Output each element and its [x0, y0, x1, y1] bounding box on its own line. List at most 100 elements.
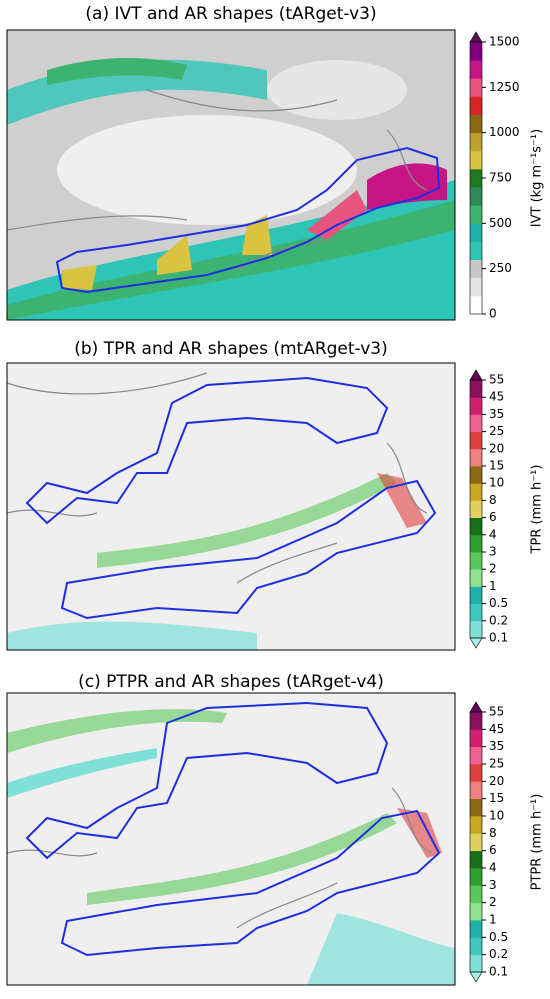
colorbar-segment — [470, 168, 482, 188]
colorbar-segment — [470, 937, 482, 956]
colorbar-segment — [470, 603, 482, 622]
colorbar-tick-label: 55 — [489, 373, 504, 387]
colorbar-segment — [470, 295, 482, 315]
colorbar-tick-label: 10 — [489, 809, 504, 823]
colorbar-extension — [469, 31, 483, 43]
colorbar-segment — [470, 414, 482, 432]
colorbar-segment — [470, 132, 482, 152]
colorbar-tick-label: 20 — [489, 774, 504, 788]
colorbar-segment — [470, 114, 482, 134]
colorbar-tick-label: 500 — [489, 216, 512, 230]
colorbar-tick-label: 0.5 — [489, 930, 508, 944]
colorbar-segment — [470, 42, 482, 61]
colorbar-tick-label: 0.2 — [489, 613, 508, 627]
colorbar-tick-label: 1500 — [489, 35, 520, 49]
colorbar-segment — [470, 868, 482, 886]
colorbar-segment — [470, 850, 482, 869]
colorbar-segment — [470, 500, 482, 518]
colorbar-tick-label: 0 — [489, 307, 497, 321]
colorbar-segment — [470, 431, 482, 450]
colorbar-tick-label: 0.1 — [489, 965, 508, 979]
colorbar-frame — [469, 379, 483, 639]
colorbar-tick-label: 6 — [489, 510, 497, 524]
colorbar-segment — [470, 78, 482, 97]
colorbar-segment — [470, 517, 482, 536]
colorbar-segment — [470, 781, 482, 800]
colorbar-tick-label: 25 — [489, 757, 504, 771]
colorbar-tick-label: 0.2 — [489, 947, 508, 961]
colorbar-tick-label: 4 — [489, 861, 497, 875]
colorbar-extension — [469, 971, 483, 983]
colorbar-segment — [470, 534, 482, 553]
colorbar-extension — [469, 701, 483, 713]
colorbar-segment — [470, 187, 482, 206]
colorbar-tick-label: 6 — [489, 843, 497, 857]
map-b — [6, 363, 455, 650]
colorbar-tick-label: 15 — [489, 459, 504, 473]
colorbar-segment — [470, 712, 482, 730]
colorbar-tick-label: 0.5 — [489, 596, 508, 610]
colorbar-tick-label: 750 — [489, 171, 512, 185]
colorbar-segment — [470, 60, 482, 79]
panel-title: (a) IVT and AR shapes (tARget-v3) — [85, 4, 376, 24]
colorbar-tick-label: 35 — [489, 407, 504, 421]
colorbar-segment — [470, 241, 482, 260]
colorbar-tick-label: 1000 — [489, 125, 520, 139]
colorbar-tick-label: 250 — [489, 261, 512, 275]
colorbar-label: TPR (mm h⁻¹) — [530, 465, 545, 555]
colorbar-segment — [470, 902, 482, 921]
colorbar-segment — [470, 466, 482, 484]
map-c — [6, 693, 455, 985]
colorbar-segment — [470, 397, 482, 415]
colorbar-extension — [469, 369, 483, 381]
colorbar-tick-label: 0.1 — [489, 631, 508, 645]
panel-title: (c) PTPR and AR shapes (tARget-v4) — [78, 672, 384, 692]
colorbar-segment — [470, 150, 482, 170]
colorbar-segment — [470, 816, 482, 834]
colorbar-segment — [470, 885, 482, 904]
colorbar-tick-label: 25 — [489, 424, 504, 438]
colorbar-segment — [470, 833, 482, 852]
colorbar-segment — [470, 552, 482, 570]
map-frame — [6, 29, 456, 321]
colorbar-tick-label: 3 — [489, 878, 497, 892]
colorbar-segment — [470, 764, 482, 782]
colorbar-segment — [470, 746, 482, 765]
colorbar-tick-label: 8 — [489, 826, 497, 840]
colorbar-tick-label: 1250 — [489, 80, 520, 94]
colorbar-tick-label: 3 — [489, 545, 497, 559]
colorbar-segment — [470, 729, 482, 748]
colorbar-tick-label: 45 — [489, 390, 504, 404]
colorbar-segment — [470, 954, 482, 973]
colorbar-segment — [470, 205, 482, 224]
colorbar-label: PTPR (mm h⁻¹) — [530, 794, 545, 891]
colorbar-segment — [470, 380, 482, 398]
colorbar-segment — [470, 223, 482, 242]
colorbar-segment — [470, 96, 482, 115]
colorbar-tick-label: 4 — [489, 527, 497, 541]
colorbar-extension — [469, 637, 483, 649]
colorbar-tick-label: 45 — [489, 722, 504, 736]
map-frame — [6, 362, 456, 651]
colorbar-tick-label: 1 — [489, 913, 497, 927]
map-frame — [6, 692, 456, 986]
map-a — [6, 30, 455, 320]
panel-title: (b) TPR and AR shapes (mtARget-v3) — [74, 339, 388, 359]
colorbar-tick-label: 20 — [489, 441, 504, 455]
colorbar-tick-label: 10 — [489, 476, 504, 490]
colorbar-tick-label: 1 — [489, 579, 497, 593]
colorbar-tick-label: 35 — [489, 739, 504, 753]
colorbar-segment — [470, 620, 482, 639]
colorbar-segment — [470, 259, 482, 279]
colorbar-segment — [470, 798, 482, 817]
colorbar-segment — [470, 277, 482, 297]
colorbar-frame — [469, 711, 483, 973]
colorbar-tick-label: 8 — [489, 493, 497, 507]
colorbar-tick-label: 55 — [489, 705, 504, 719]
colorbar-tick-label: 2 — [489, 895, 497, 909]
colorbar-segment — [470, 483, 482, 501]
colorbar-segment — [470, 569, 482, 587]
colorbar-segment — [470, 586, 482, 604]
colorbar-tick-label: 2 — [489, 562, 497, 576]
